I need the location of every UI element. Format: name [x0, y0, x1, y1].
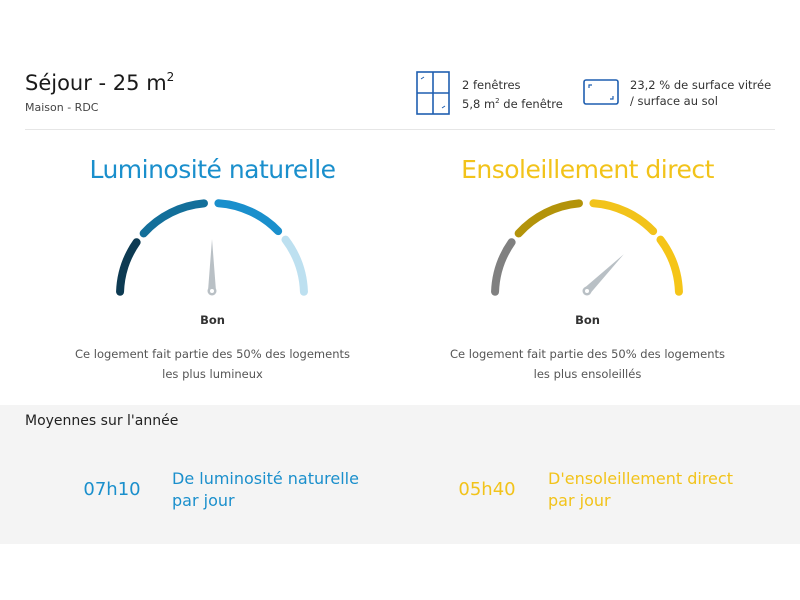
sunshine-title: Ensoleillement direct	[461, 155, 714, 184]
needle-hub-center	[210, 289, 214, 293]
sunshine-hours-label: D'ensoleillement direct par jour	[548, 469, 733, 510]
gauge-segment	[281, 235, 308, 296]
luminosity-hours: 07h10	[83, 479, 141, 500]
luminosity-rating: Bon	[200, 313, 225, 327]
gauge-segment	[656, 235, 683, 296]
windows-info: 2 fenêtres 5,8 m2 de fenêtre	[462, 78, 563, 111]
gauge-needle	[584, 254, 624, 294]
sunshine-hours: 05h40	[458, 479, 516, 500]
averages-title: Moyennes sur l'année	[25, 413, 179, 429]
glazed-surface-icon	[583, 79, 619, 105]
sunshine-description: Ce logement fait partie des 50% des loge…	[450, 347, 725, 381]
divider	[25, 129, 775, 130]
sunshine-gauge	[491, 199, 683, 296]
gauge-segment	[116, 238, 141, 296]
gauge-segment	[491, 238, 516, 296]
luminosity-hours-label: De luminosité naturelle par jour	[172, 469, 359, 510]
sunshine-rating: Bon	[575, 313, 600, 327]
gauge-needle	[208, 239, 216, 291]
needle-hub-center	[585, 289, 589, 293]
room-title: Séjour - 25 m2	[25, 70, 175, 95]
luminosity-title: Luminosité naturelle	[89, 155, 336, 184]
gauge-segment	[214, 199, 283, 236]
averages-section	[0, 405, 800, 544]
luminosity-gauge	[116, 199, 308, 296]
glazing-info: 23,2 % de surface vitrée / surface au so…	[630, 78, 772, 108]
room-subtitle: Maison - RDC	[25, 101, 99, 114]
gauge-segment	[589, 199, 658, 236]
gauge-segment	[514, 199, 583, 238]
window-icon	[416, 71, 450, 115]
luminosity-description: Ce logement fait partie des 50% des loge…	[75, 347, 350, 381]
gauge-segment	[139, 199, 208, 238]
